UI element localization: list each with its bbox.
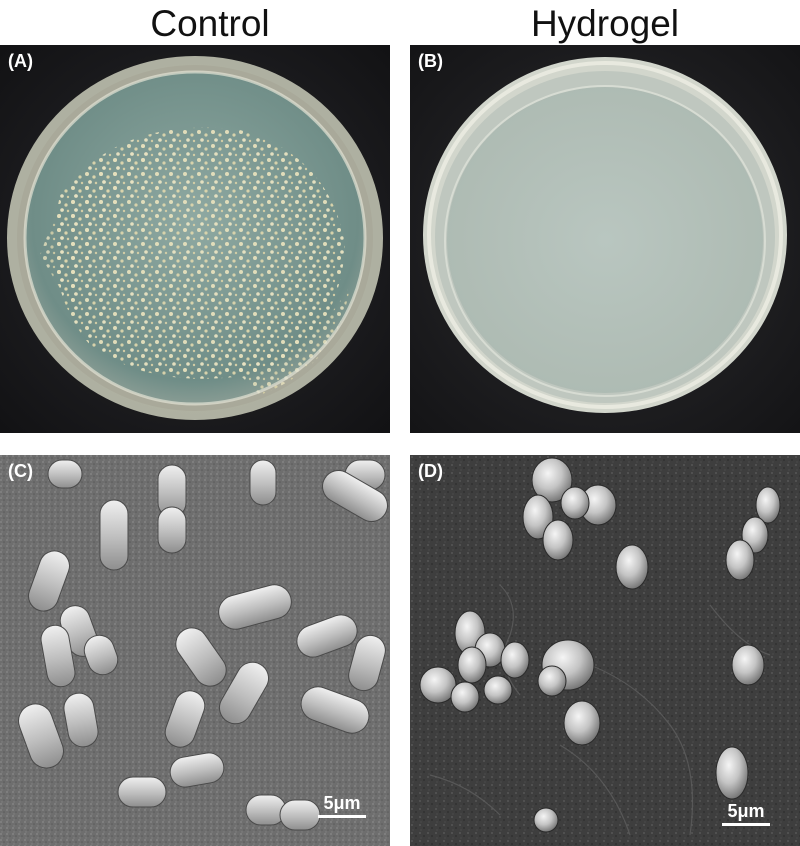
panel-c-scale-text: 5μm <box>323 793 361 813</box>
hydrogel-plate-photo <box>410 45 800 433</box>
panel-a-label: (A) <box>8 51 33 71</box>
control-column-title: Control <box>150 3 270 44</box>
panel-c-control-sem: (C) 5μm <box>0 455 390 846</box>
panel-b-hydrogel-plate: (B) <box>410 45 800 433</box>
panel-b-label: (B) <box>418 51 443 71</box>
control-sem-image <box>0 455 390 846</box>
panel-d-label: (D) <box>418 461 443 481</box>
panel-c-scale-line <box>318 815 366 818</box>
panel-d-scale-line <box>722 823 770 826</box>
panel-d-scale-bar: 5μm <box>722 801 770 826</box>
panel-d-hydrogel-sem: (D) 5μm <box>410 455 800 846</box>
panel-a-control-plate: (A) <box>0 45 390 433</box>
hydrogel-column-title: Hydrogel <box>530 3 680 44</box>
panel-c-scale-bar: 5μm <box>318 793 366 818</box>
hydrogel-sem-image <box>410 455 800 846</box>
control-plate-photo <box>0 45 390 433</box>
panel-d-scale-text: 5μm <box>727 801 765 821</box>
panel-c-label: (C) <box>8 461 33 481</box>
